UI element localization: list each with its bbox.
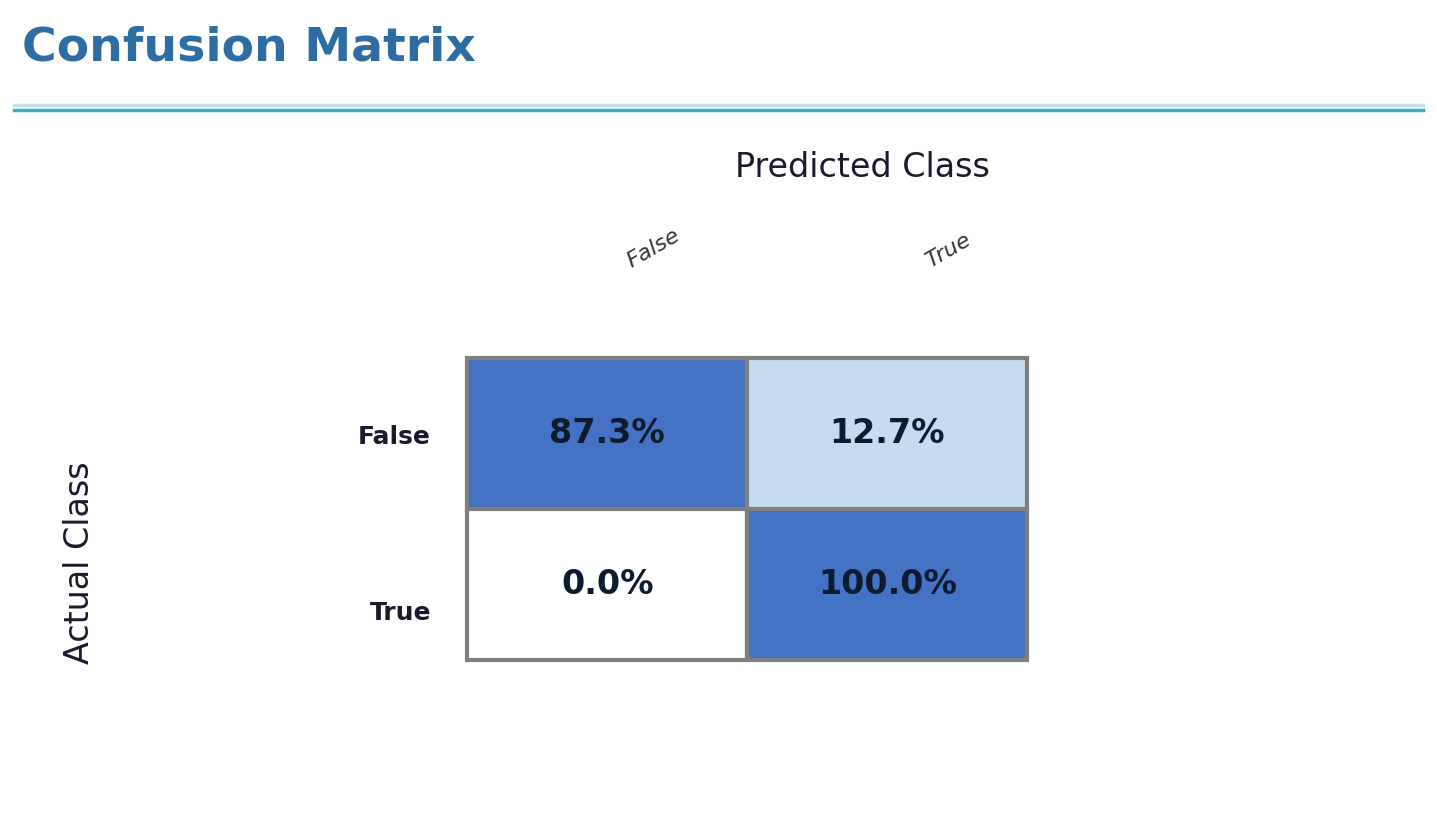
Text: False: False	[624, 226, 684, 272]
Text: 0.0%: 0.0%	[560, 568, 654, 601]
Bar	[747, 358, 1027, 509]
Bar	[747, 509, 1027, 660]
Text: Predicted Class: Predicted Class	[734, 150, 990, 184]
Text: 87.3%: 87.3%	[549, 417, 665, 450]
Text: 12.7%: 12.7%	[829, 417, 946, 450]
Bar	[467, 509, 747, 660]
Bar	[467, 358, 747, 509]
Text: True: True	[923, 230, 974, 272]
Text: 100.0%: 100.0%	[818, 568, 957, 601]
Text: Actual Class: Actual Class	[63, 461, 95, 664]
Text: Confusion Matrix: Confusion Matrix	[22, 25, 476, 70]
Text: True: True	[369, 601, 431, 625]
Text: False: False	[358, 425, 431, 449]
